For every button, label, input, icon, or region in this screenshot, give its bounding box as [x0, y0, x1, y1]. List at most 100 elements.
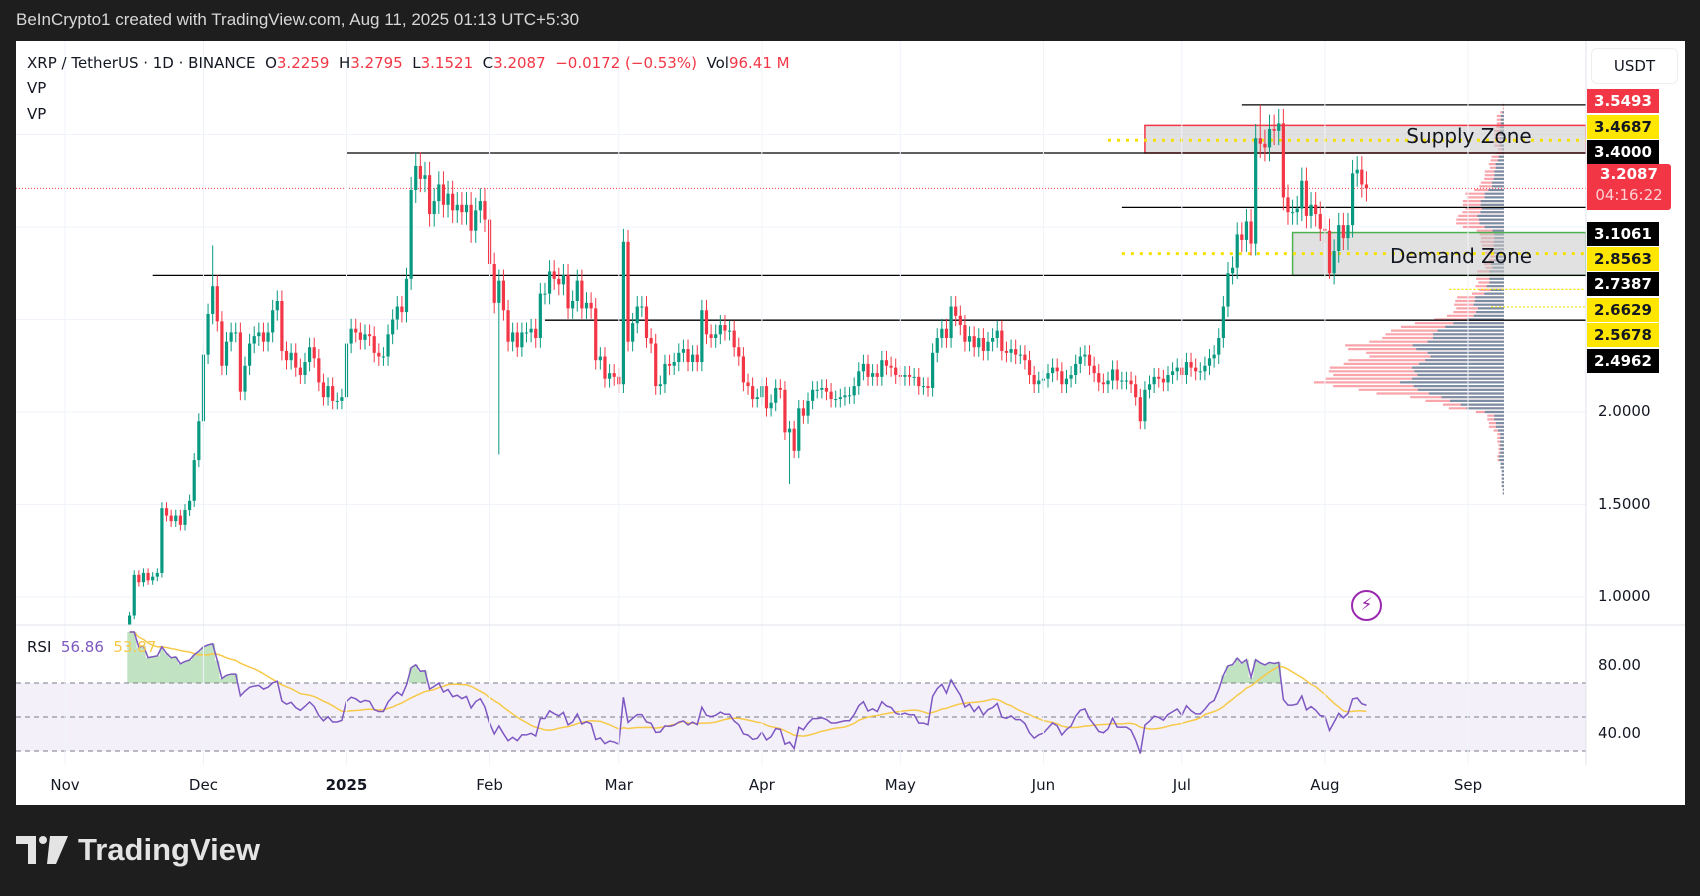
- candle-body: [1249, 221, 1253, 244]
- candle-body: [838, 397, 842, 400]
- candle-body: [354, 328, 358, 333]
- candle-body: [824, 387, 829, 392]
- lightning-icon[interactable]: ⚡: [1351, 590, 1382, 621]
- candle-body: [1046, 373, 1050, 379]
- candle-body: [667, 363, 672, 366]
- symbol-legend: XRP / TetherUS · 1D · BINANCE O3.2259 H3…: [27, 54, 790, 72]
- candle-body: [312, 347, 316, 359]
- candle-body: [211, 286, 215, 314]
- rsi-line: [129, 631, 1367, 754]
- candle-body: [1115, 369, 1119, 381]
- rsi-signal-value: 53.87: [113, 638, 157, 656]
- candle-body: [1277, 123, 1281, 131]
- candle-body: [718, 325, 722, 335]
- candle-body: [418, 165, 422, 179]
- candle-body: [335, 400, 339, 402]
- candle-body: [1295, 208, 1299, 213]
- candle-body: [783, 389, 787, 433]
- candle-body: [787, 428, 792, 433]
- open-label: O: [265, 54, 277, 72]
- candle-body: [372, 336, 376, 353]
- candle-body: [751, 386, 755, 400]
- currency-button[interactable]: USDT: [1591, 48, 1678, 84]
- tradingview-logo-icon: [16, 836, 68, 864]
- candle-body: [146, 572, 150, 581]
- candle-body: [501, 280, 506, 311]
- candle-body: [1332, 251, 1336, 274]
- candle-body: [1346, 225, 1350, 239]
- close-label: C: [482, 54, 494, 72]
- candle-body: [243, 365, 247, 392]
- candle-body: [723, 325, 727, 331]
- candle-body: [478, 201, 482, 211]
- candle-body: [834, 399, 838, 401]
- candle-body: [1147, 384, 1152, 390]
- candle-body: [298, 367, 302, 375]
- candle-body: [474, 210, 478, 231]
- candle-body: [1032, 375, 1036, 385]
- candle-body: [1364, 184, 1369, 189]
- candle-body: [538, 293, 542, 338]
- candle-body: [801, 408, 805, 416]
- time-axis-label: Sep: [1453, 776, 1483, 794]
- candle-body: [1106, 380, 1110, 385]
- candle-body: [1166, 375, 1170, 383]
- candle-body: [981, 338, 985, 351]
- candle-body: [792, 428, 796, 451]
- candle-body: [644, 306, 649, 338]
- candle-body: [1124, 380, 1129, 382]
- candle-body: [847, 395, 852, 397]
- candle-body: [727, 330, 732, 332]
- candle-body: [580, 280, 584, 309]
- candle-body: [1263, 143, 1267, 148]
- candle-body: [769, 402, 773, 409]
- candle-body: [958, 315, 962, 326]
- candle-body: [861, 363, 865, 372]
- candle-body: [289, 352, 293, 361]
- candle-body: [1254, 138, 1258, 244]
- candle-body: [672, 362, 676, 366]
- candle-body: [1281, 123, 1285, 198]
- candle-body: [358, 332, 362, 340]
- candle-body: [944, 328, 949, 338]
- candle-body: [234, 332, 238, 334]
- candle-body: [732, 330, 736, 348]
- candle-body: [972, 336, 976, 348]
- candle-body: [1272, 128, 1276, 131]
- open-value: 3.2259: [276, 54, 330, 72]
- indicator-vp-2[interactable]: VP: [27, 105, 47, 123]
- candle-body: [852, 386, 856, 396]
- candle-body: [543, 293, 547, 295]
- candle-body: [931, 352, 935, 388]
- candle-body: [811, 389, 815, 401]
- candle-body: [215, 286, 219, 322]
- candle-body: [1138, 397, 1142, 422]
- candle-body: [986, 341, 990, 351]
- candle-body: [1300, 180, 1304, 209]
- candle-body: [423, 175, 427, 179]
- candle-body: [1230, 267, 1235, 274]
- candle-body: [1101, 382, 1105, 385]
- candle-body: [326, 386, 330, 398]
- rsi-label[interactable]: RSI: [27, 638, 52, 656]
- indicator-vp-1[interactable]: VP: [27, 79, 47, 97]
- candle-body: [224, 341, 229, 366]
- candle-body: [1055, 367, 1059, 372]
- candle-body: [174, 515, 178, 522]
- rsi-signal-line: [129, 631, 1367, 737]
- candle-body: [940, 328, 944, 338]
- low-label: L: [412, 54, 421, 72]
- candle-body: [427, 175, 432, 215]
- candle-body: [469, 204, 473, 231]
- candle-body: [446, 193, 450, 205]
- candle-body: [806, 400, 810, 416]
- candle-body: [741, 356, 746, 383]
- price-label: 3.4000: [1587, 140, 1659, 164]
- candle-body: [414, 165, 418, 190]
- price-label: 2.6629: [1587, 298, 1659, 322]
- price-label: 2.8563: [1587, 247, 1659, 271]
- candle-body: [1290, 212, 1295, 214]
- symbol-name[interactable]: XRP / TetherUS · 1D · BINANCE: [27, 54, 256, 72]
- chart-panel[interactable]: [16, 41, 1685, 805]
